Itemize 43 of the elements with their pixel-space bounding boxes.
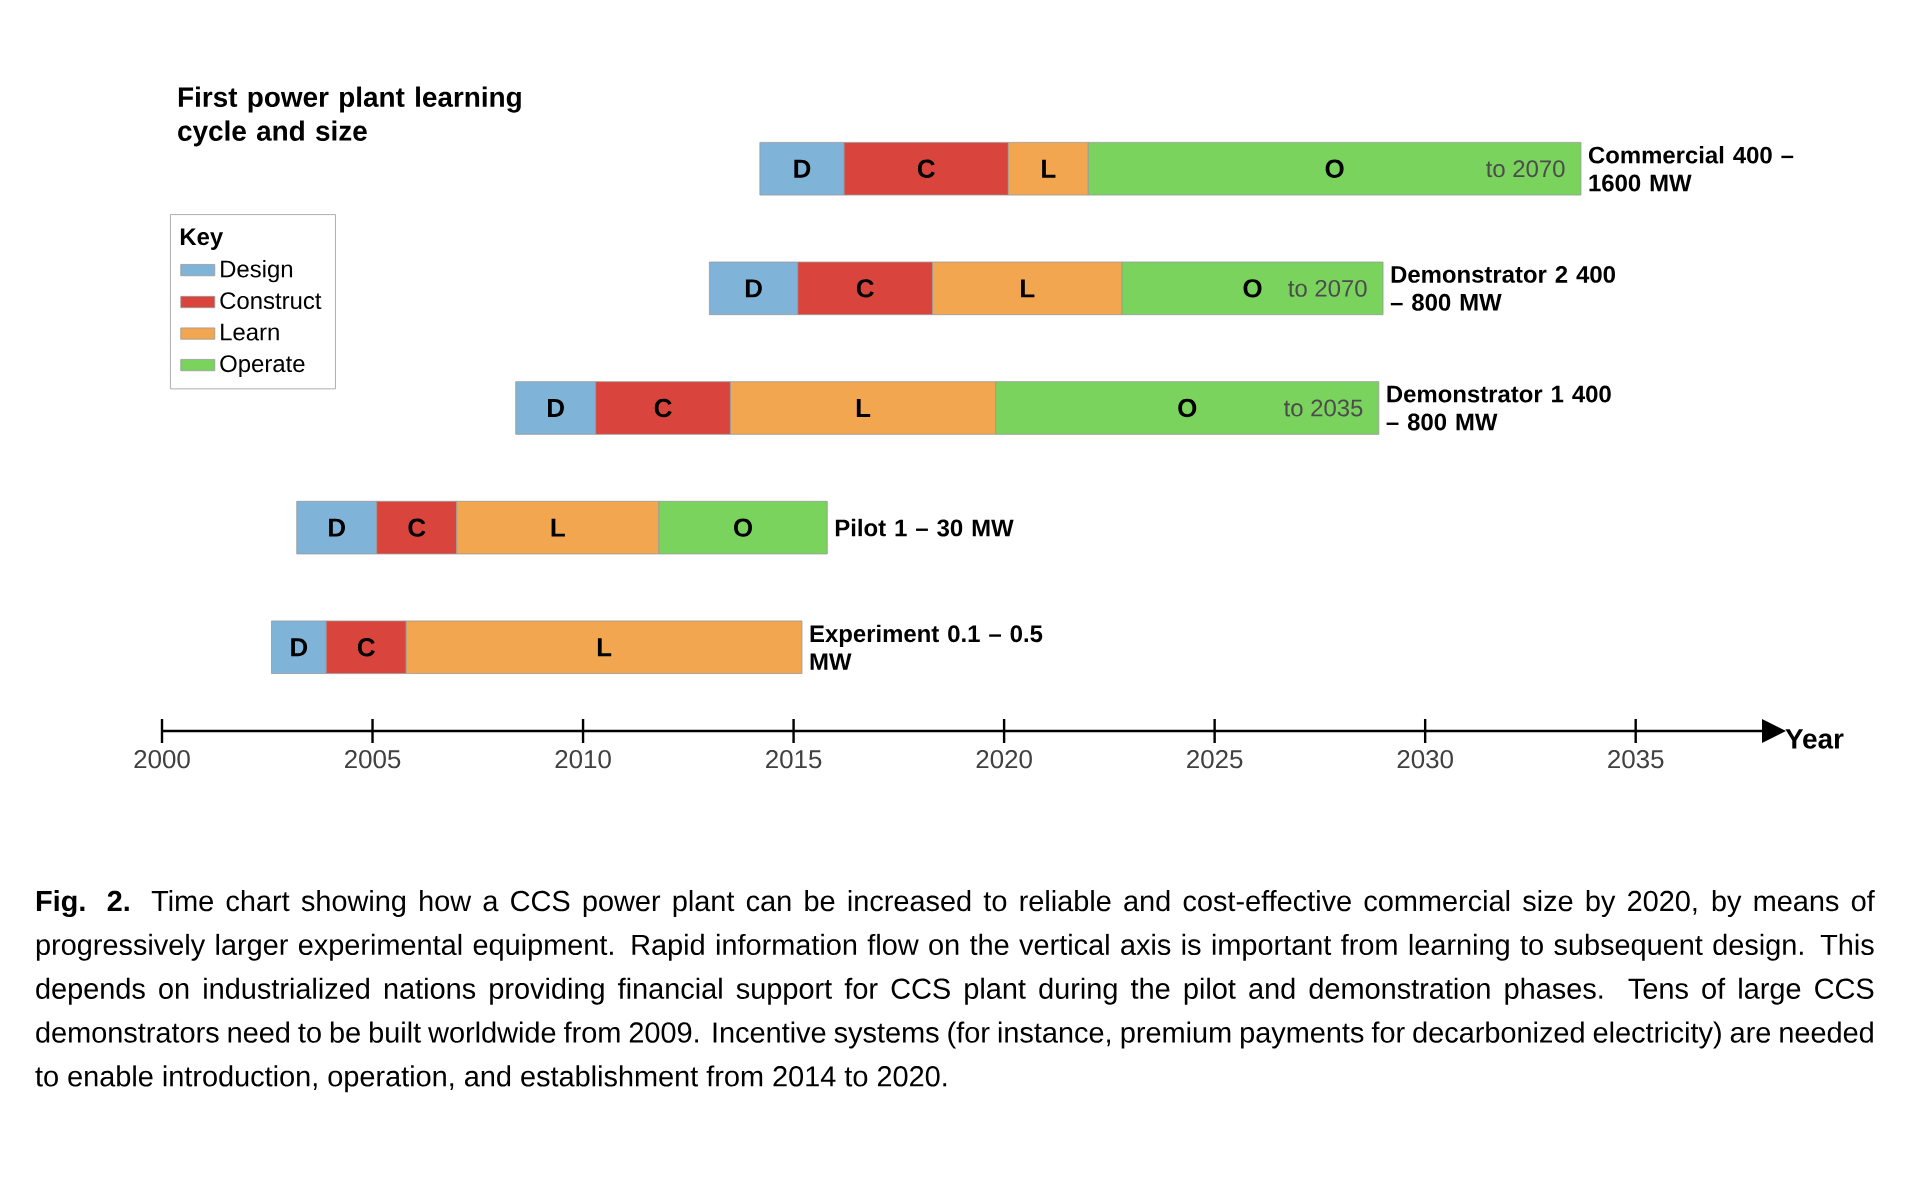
data-label: L [551, 518, 565, 537]
data-label: D [745, 279, 762, 298]
data-label: C [917, 159, 935, 178]
data-label: L [856, 399, 871, 417]
data-label: C [654, 398, 672, 418]
data-label: D [794, 159, 811, 178]
y-tick-label: Demonstrator 1 400 – 800 MW [1386, 385, 1611, 431]
legend-title: Key [180, 228, 224, 250]
x-tick-label: 2030 [1397, 749, 1453, 769]
data-label: L [597, 638, 612, 657]
chart-title: First power plant learning cycle and size [178, 86, 521, 147]
data-label: D [329, 518, 346, 537]
legend-label: Operate [220, 355, 305, 377]
legend-label: Learn [221, 323, 279, 341]
y-tick-label: Commercial 400 – 1600 MW [1588, 146, 1794, 192]
y-tick-label: Pilot 1 – 30 MW [835, 518, 1014, 537]
data-label: O [1243, 279, 1262, 298]
y-tick-label: Experiment 0.1 – 0.5 MW [810, 624, 1043, 670]
data-label: D [291, 638, 308, 657]
x-tick-label: 2005 [345, 749, 401, 769]
data-label: O [734, 518, 753, 537]
annotation: to 2035 [1283, 399, 1363, 417]
data-label: O [1178, 398, 1197, 418]
x-tick-label: 2010 [555, 749, 611, 769]
x-tick-label: 2020 [976, 749, 1032, 769]
x-axis-title: Year [1785, 729, 1844, 749]
y-tick-label: Demonstrator 2 400 – 800 MW [1390, 265, 1615, 311]
text: Fig. 2. Time chart showing how a CCS power plant can be increased to reliable and cost-effective commercial size by 2020, by means of progressively larger experimental equipment. Rapid information flow on the vertical axis is important from learning to subsequent design. This depends on industrialized nations providing financial support for CCS plant during the pilot and demonstration phases. Tens of large CCS demonstrators need to be built worldwide from 2009. Incentive systems (for instance, premium payments for decarbonized electricity) are needed to enable introduction, operation, and establishment from 2014 to 2020. [35, 890, 1875, 1093]
x-tick-label: 2025 [1187, 749, 1243, 769]
data-label: L [1042, 159, 1056, 178]
data-label: C [408, 518, 426, 537]
legend-label: Construct [220, 292, 322, 310]
data-label: C [856, 279, 874, 298]
x-tick-label: 2035 [1608, 749, 1664, 769]
x-tick-label: 2015 [766, 749, 822, 769]
data-label: D [548, 399, 564, 417]
x-tick-label: 2000 [134, 749, 190, 769]
data-label: O [1325, 159, 1344, 178]
data-label: L [1021, 279, 1035, 298]
annotation: to 2070 [1486, 160, 1565, 178]
data-label: C [357, 638, 375, 657]
legend-label: Design [221, 259, 293, 283]
annotation: to 2070 [1288, 279, 1367, 297]
